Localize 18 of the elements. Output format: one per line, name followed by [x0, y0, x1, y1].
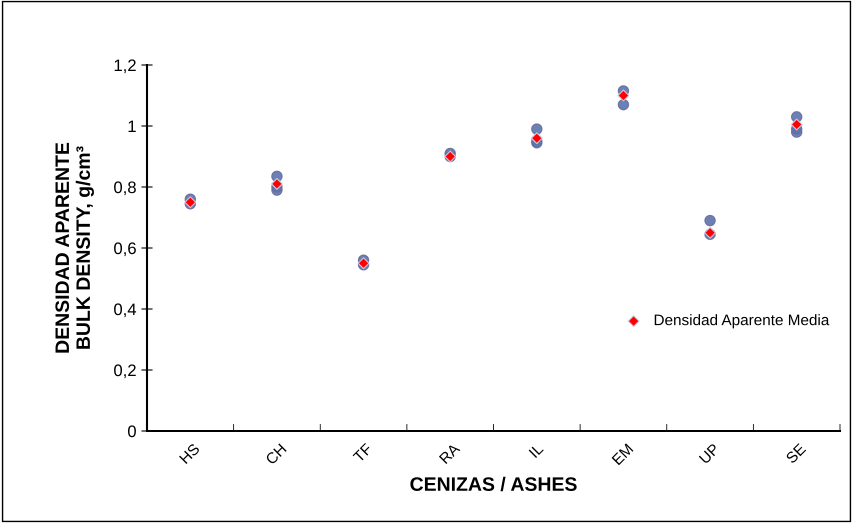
y-tick-label: 0,4	[114, 303, 136, 318]
y-tick-label: 0,6	[114, 242, 136, 256]
y-tick-label: 0,2	[114, 364, 136, 378]
y-tick-label: 1	[128, 120, 136, 132]
x-tick-label: SE	[785, 442, 806, 464]
x-tick-label: HS	[178, 442, 200, 464]
legend-label: Densidad Aparente Media	[654, 314, 830, 328]
x-tick-label: UP	[698, 443, 720, 464]
y-tick-label: 1,2	[114, 59, 136, 74]
x-tick-label: CH	[264, 443, 287, 466]
x-tick-label: EM	[612, 443, 634, 466]
x-tick-label: IL	[528, 442, 544, 458]
x-tick-label: RA	[438, 442, 460, 464]
x-axis-title: CENIZAS / ASHES	[410, 476, 577, 492]
y-tick-label: 0,8	[114, 181, 136, 196]
y-tick-label: 0	[128, 425, 136, 438]
x-tick-label: TF	[352, 442, 373, 463]
y-axis-title: DENSIDAD APARENTE BULK DENSITY, g/cm³	[55, 142, 94, 353]
